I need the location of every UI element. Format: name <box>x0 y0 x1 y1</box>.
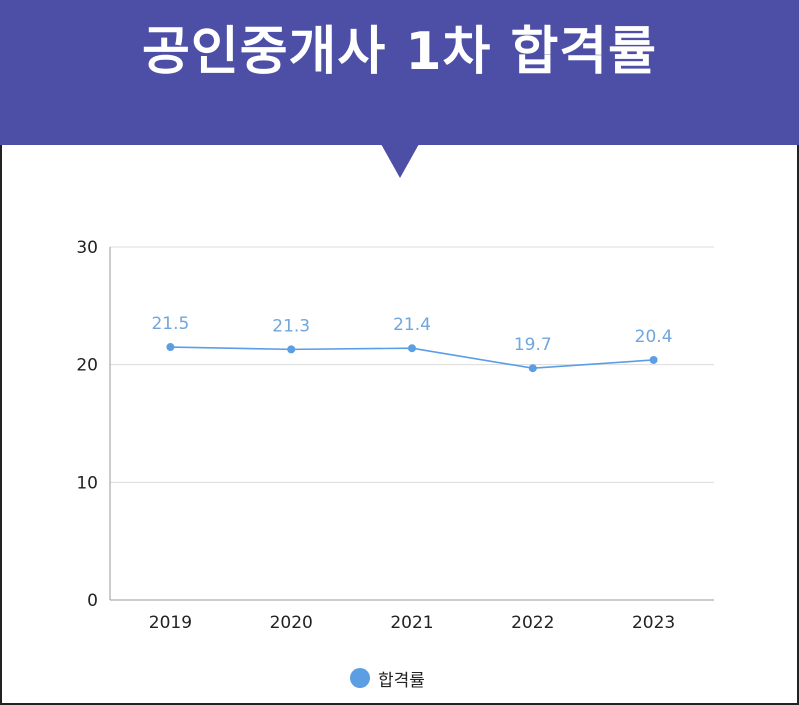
y-tick-label: 0 <box>87 591 98 611</box>
x-tick-label: 2019 <box>149 613 192 633</box>
y-tick-label: 30 <box>76 238 98 258</box>
legend-label: 합격률 <box>378 670 425 691</box>
data-point <box>166 343 175 352</box>
data-label: 19.7 <box>514 335 552 355</box>
legend-marker <box>350 668 370 688</box>
data-point <box>528 364 537 373</box>
data-label: 21.3 <box>272 316 310 336</box>
y-tick-label: 10 <box>76 473 98 493</box>
data-label: 21.5 <box>151 314 189 334</box>
data-label: 21.4 <box>393 315 431 335</box>
data-point <box>287 345 296 354</box>
data-label: 20.4 <box>635 327 673 347</box>
legend: 합격률 <box>350 666 425 691</box>
x-tick-label: 2022 <box>511 613 554 633</box>
x-tick-label: 2023 <box>632 613 675 633</box>
y-tick-label: 20 <box>76 356 98 376</box>
data-point <box>649 355 658 364</box>
x-tick-label: 2021 <box>390 613 433 633</box>
banner-pointer <box>381 144 419 178</box>
chart-title: 공인중개사 1차 합격률 <box>142 22 657 82</box>
title-banner <box>0 0 799 145</box>
x-tick-label: 2020 <box>270 613 313 633</box>
data-point <box>408 344 416 353</box>
